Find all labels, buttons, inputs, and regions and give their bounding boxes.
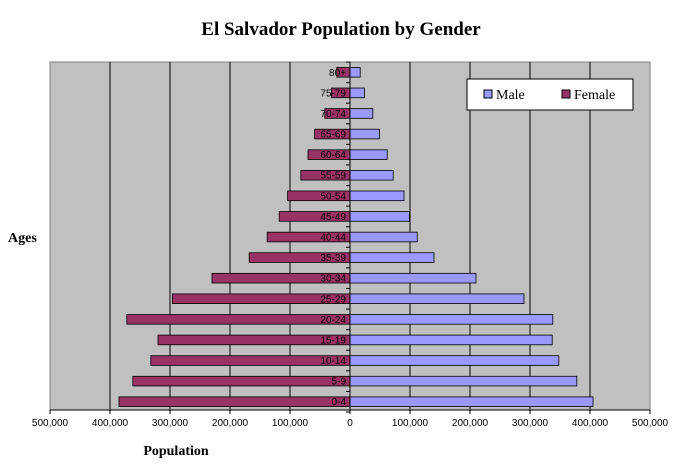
category-label: 75-79 [320, 88, 346, 99]
category-label: 40-44 [320, 233, 346, 244]
male-bar-25-29 [349, 293, 525, 305]
category-label: 70-74 [320, 109, 346, 120]
chart-title: El Salvador Population by Gender [201, 19, 481, 40]
male-bar-0-4 [349, 396, 594, 407]
female-bar-20-24 [126, 314, 351, 325]
category-label: 30-34 [320, 274, 346, 285]
x-tick-label: 500,000 [32, 418, 69, 429]
legend: Male Female [466, 78, 634, 111]
x-tick-label: 100,000 [272, 418, 309, 429]
x-tick-label: 200,000 [212, 418, 249, 429]
y-axis-title: Ages [8, 231, 37, 246]
category-label: 55-59 [320, 171, 346, 182]
male-bar-10-14 [349, 355, 560, 366]
category-label: 35-39 [320, 253, 346, 264]
male-bar-30-34 [349, 272, 477, 284]
male-bar-75-79 [349, 87, 365, 99]
category-label: 10-14 [320, 356, 346, 367]
category-label: 0-4 [332, 397, 347, 408]
x-tick-label: 300,000 [512, 418, 549, 429]
legend-female-swatch [561, 89, 571, 99]
category-label: 45-49 [320, 212, 346, 223]
category-labels: 0-4 5-9 10-14 15-19 20-24 25-29 30-34 35-39 40-4… [320, 61, 351, 413]
male-bar-70-74 [349, 108, 374, 119]
category-label: 5-9 [332, 377, 347, 388]
x-tick-label: 300,000 [152, 418, 189, 429]
male-bar-40-44 [349, 231, 418, 243]
category-label: 65-69 [320, 130, 346, 141]
male-bar-50-54 [349, 190, 405, 202]
male-bar-60-64 [349, 149, 388, 160]
x-axis: 500,000 400,000 300,000 200,000 100,000 0 100,… [32, 409, 669, 429]
category-label: 20-24 [320, 315, 346, 326]
category-label: 50-54 [320, 191, 346, 202]
female-bar-5-9 [132, 375, 351, 387]
male-bar-15-19 [349, 334, 553, 346]
male-bar-65-69 [349, 128, 380, 140]
male-bar-20-24 [349, 314, 554, 325]
male-bar-80+ [349, 67, 361, 78]
male-bar-45-49 [349, 211, 410, 222]
category-label: 15-19 [320, 335, 346, 346]
male-bar-55-59 [349, 169, 394, 181]
x-tick-label: 400,000 [572, 418, 609, 429]
male-bar-35-39 [349, 252, 435, 263]
x-tick-label: 0 [347, 418, 353, 429]
x-tick-label: 200,000 [452, 418, 489, 429]
male-bar-5-9 [349, 375, 578, 387]
category-label: 60-64 [320, 150, 346, 161]
category-label: 25-29 [320, 294, 346, 305]
legend-male-swatch [483, 89, 493, 99]
category-label: 80+ [329, 68, 346, 79]
bars [118, 67, 594, 407]
legend-male-label: Male [496, 88, 525, 103]
legend-female-label: Female [574, 88, 615, 103]
legend-box [466, 78, 634, 111]
x-tick-label: 500,000 [632, 418, 669, 429]
x-tick-label: 100,000 [392, 418, 429, 429]
female-bar-0-4 [118, 396, 351, 407]
x-tick-label: 400,000 [92, 418, 129, 429]
x-axis-title: Population [143, 444, 209, 459]
